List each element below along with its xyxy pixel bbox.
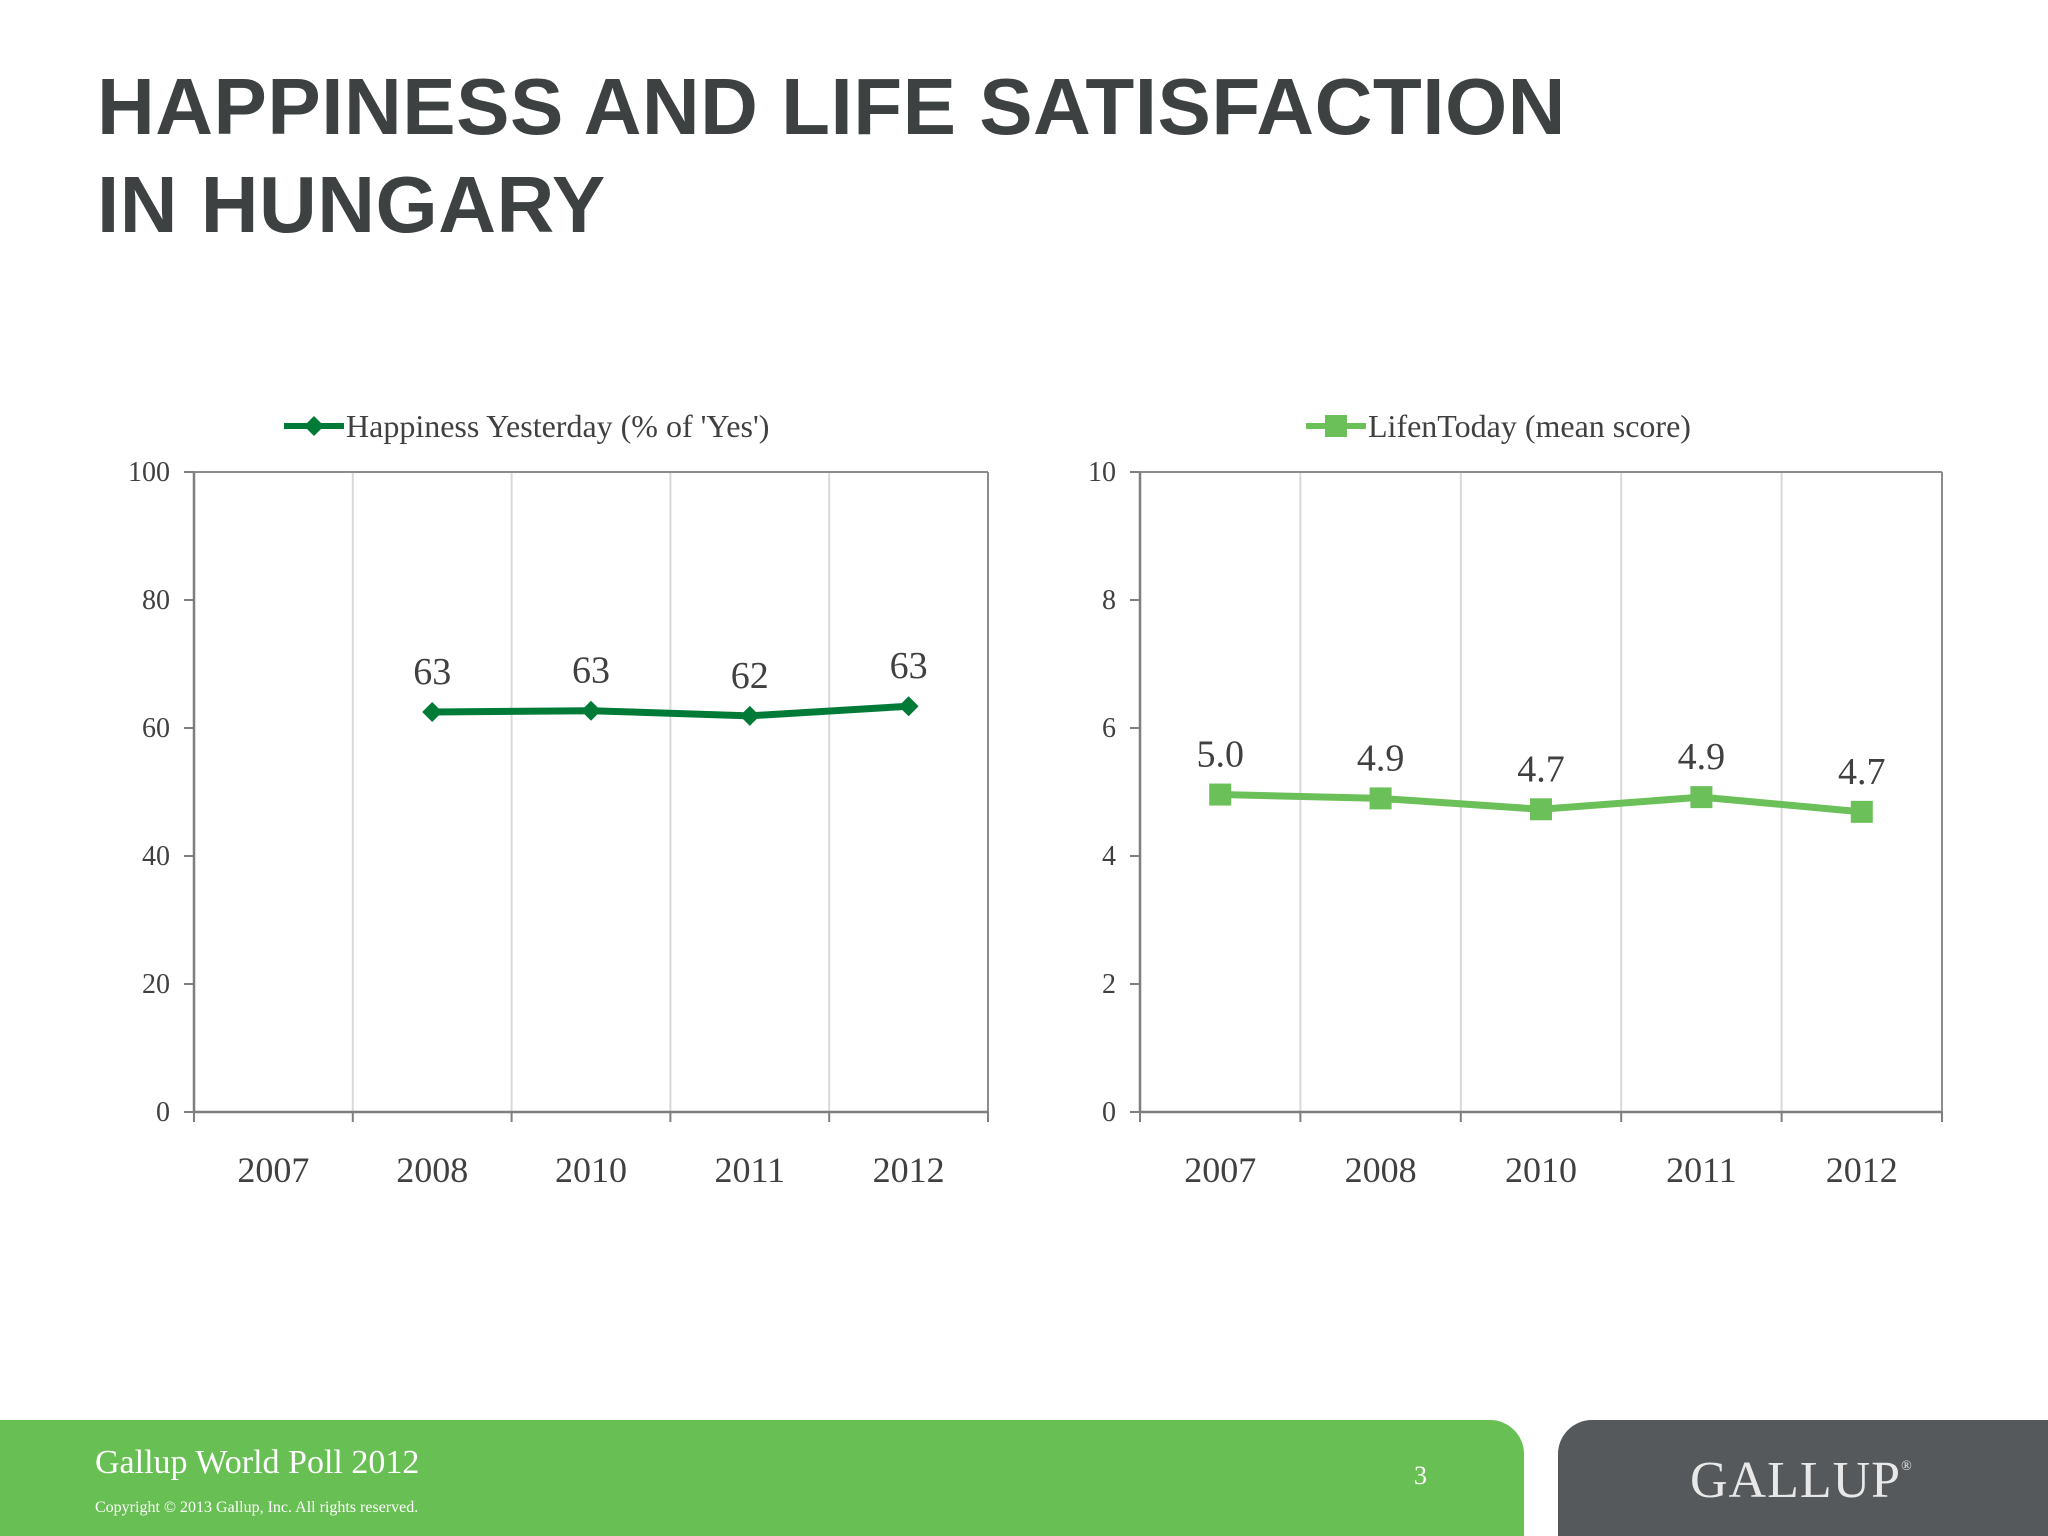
y-tick-label: 8 [1102, 585, 1116, 616]
data-label: 63 [572, 650, 610, 692]
data-point [739, 705, 760, 726]
data-label: 5.0 [1196, 734, 1244, 776]
slide-title: HAPPINESS AND LIFE SATISFACTION IN HUNGA… [97, 58, 1566, 254]
data-point [898, 696, 919, 717]
data-point [1369, 787, 1392, 810]
page-number: 3 [1414, 1461, 1427, 1490]
gallup-logo-text: GALLUP [1690, 1452, 1902, 1509]
data-point [581, 700, 601, 721]
data-point [422, 702, 443, 722]
life-today-chart: 0 2 4 6 8 10 2007 2008 2010 2011 2012 5.0 4.9 4.7 4.9 4… [1088, 408, 1943, 1190]
y-tick-label: 0 [156, 1097, 170, 1128]
legend-label: LifenToday (mean score) [1368, 408, 1691, 444]
data-label: 4.9 [1357, 737, 1405, 779]
y-tick-label: 40 [142, 841, 170, 872]
y-tick-label: 4 [1102, 841, 1116, 872]
data-label: 63 [413, 651, 451, 693]
legend-marker [1325, 415, 1347, 437]
footer-copyright: Copyright © 2013 Gallup, Inc. All rights… [95, 1499, 419, 1516]
data-point [1690, 786, 1713, 809]
x-tick-label: 2011 [714, 1150, 785, 1190]
x-tick-label: 2010 [555, 1150, 627, 1190]
x-tick-label: 2012 [1826, 1150, 1898, 1190]
y-tick-label: 2 [1102, 969, 1116, 1000]
data-label: 62 [731, 655, 769, 697]
x-tick-label: 2008 [396, 1150, 468, 1190]
y-tick-label: 20 [142, 969, 170, 1000]
data-point [1850, 800, 1873, 823]
x-tick-label: 2008 [1345, 1150, 1417, 1190]
y-tick-label: 0 [1102, 1097, 1116, 1128]
y-tick-label: 60 [142, 713, 170, 744]
data-label: 4.9 [1678, 736, 1726, 778]
y-tick-label: 10 [1088, 457, 1116, 488]
footer-title: Gallup World Poll 2012 [95, 1444, 420, 1481]
x-tick-label: 2007 [1184, 1150, 1256, 1190]
footer-green-bar [0, 1420, 1524, 1536]
x-tick-label: 2010 [1505, 1150, 1577, 1190]
y-tick-label: 6 [1102, 713, 1116, 744]
slide-title-line-1: HAPPINESS AND LIFE SATISFACTION [97, 62, 1566, 151]
slide-title-line-2: IN HUNGARY [97, 160, 606, 249]
data-point [1530, 798, 1552, 821]
gallup-logo: GALLUP® [1690, 1451, 1913, 1510]
happiness-chart: 0 20 40 60 80 100 2007 2008 2010 2011 2012 63 63 62 63… [128, 408, 989, 1190]
x-tick-label: 2007 [237, 1150, 309, 1190]
data-point [1209, 783, 1232, 806]
registered-mark: ® [1901, 1459, 1913, 1474]
data-label: 4.7 [1838, 751, 1886, 793]
x-tick-label: 2012 [873, 1150, 945, 1190]
legend-label: Happiness Yesterday (% of 'Yes') [346, 408, 769, 444]
x-tick-label: 2011 [1666, 1150, 1737, 1190]
y-tick-label: 100 [128, 457, 170, 488]
footer-logo-panel [1558, 1420, 2048, 1536]
data-label: 4.7 [1517, 748, 1565, 790]
series-line [432, 702, 909, 720]
legend-marker [304, 416, 324, 436]
y-tick-label: 80 [142, 585, 170, 616]
data-label: 63 [890, 645, 928, 687]
